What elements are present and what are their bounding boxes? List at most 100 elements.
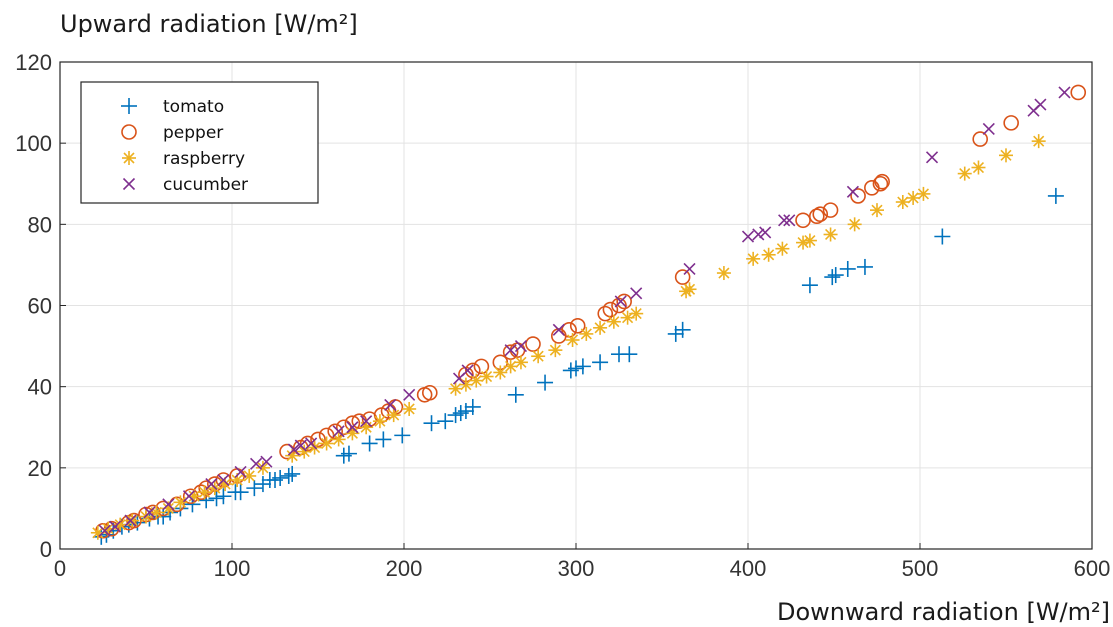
cucumber-point: [162, 498, 175, 511]
pepper-point: [279, 443, 295, 460]
tomato-point: [856, 258, 873, 275]
raspberry-point: [469, 373, 484, 388]
raspberry-point: [402, 401, 417, 416]
tomato-point: [621, 346, 638, 363]
raspberry-point: [372, 414, 387, 429]
legend-marker-cucumber: [122, 177, 136, 191]
cucumber-point: [108, 520, 122, 533]
tomato-point: [537, 374, 554, 391]
cucumber-point: [925, 151, 939, 164]
x-tick-label: 200: [386, 556, 423, 581]
raspberry-point: [957, 166, 972, 181]
cucumber-point: [683, 262, 696, 276]
cucumber-point: [752, 228, 765, 241]
pepper-point: [502, 344, 519, 360]
legend: tomato pepper raspberry cucumber: [80, 81, 319, 204]
cucumber-point: [287, 443, 300, 456]
raspberry-point: [503, 359, 518, 374]
cucumber-point: [205, 478, 218, 491]
tomato-point: [254, 476, 271, 493]
y-tick-label: 60: [28, 294, 52, 319]
tomato-point: [801, 277, 818, 294]
raspberry-point: [775, 241, 790, 256]
raspberry-point: [971, 160, 986, 175]
pepper-point: [310, 431, 326, 448]
cucumber-point: [1034, 98, 1047, 111]
raspberry-point: [802, 233, 817, 248]
raspberry-point: [331, 432, 346, 447]
legend-marker-raspberry: [122, 151, 136, 165]
tomato-point: [824, 269, 841, 286]
pepper-point: [874, 173, 890, 190]
raspberry-point: [548, 343, 563, 358]
tomato-point: [423, 415, 440, 432]
raspberry-point: [579, 326, 594, 341]
tomato-point: [284, 465, 301, 482]
cucumber-point: [305, 437, 318, 450]
legend-label-cucumber: cucumber: [163, 175, 248, 195]
cucumber-point: [614, 295, 627, 308]
cucumber-point: [778, 214, 791, 227]
raspberry-point: [761, 247, 776, 262]
pepper-point: [611, 297, 627, 314]
cucumber-point: [143, 506, 156, 519]
tomato-point: [375, 431, 392, 448]
raspberry-point: [716, 266, 731, 281]
raspberry-point: [255, 460, 270, 475]
raspberry-point: [493, 365, 508, 380]
cucumber-point: [182, 490, 196, 503]
tomato-point: [437, 413, 454, 430]
cucumber-point: [234, 465, 247, 478]
tomato-point: [457, 403, 474, 420]
legend-label-raspberry: raspberry: [163, 149, 245, 169]
raspberry-point: [531, 349, 546, 364]
tomato-point: [246, 480, 263, 497]
x-tick-label: 500: [902, 556, 939, 581]
data-points: [90, 84, 1087, 545]
raspberry-point: [113, 517, 128, 532]
cucumber-point: [384, 398, 397, 411]
pepper-point: [569, 317, 586, 334]
x-tick-label: 300: [558, 556, 595, 581]
pepper-point: [327, 423, 344, 440]
cucumber-point: [783, 214, 796, 227]
cucumber-point: [217, 473, 230, 487]
pepper-point: [597, 305, 614, 322]
axis-ticks: 0 100 200 300 400 500 600 0 20 40 60 80 100 120: [15, 50, 1110, 581]
raspberry-point: [149, 505, 164, 520]
raspberry-point: [1031, 134, 1046, 149]
raspberry-point: [359, 420, 374, 435]
raspberry-point: [823, 227, 838, 242]
pepper-point: [421, 384, 438, 401]
raspberry-point: [906, 190, 921, 205]
cucumber-point: [294, 439, 307, 452]
pepper-point: [335, 419, 352, 436]
pepper-point: [525, 336, 541, 352]
legend-box: [80, 81, 319, 204]
tomato-point: [232, 484, 249, 501]
pepper-point: [822, 202, 839, 218]
cucumber-point: [741, 230, 755, 243]
tomato-point: [215, 488, 232, 505]
x-tick-label: 600: [1074, 556, 1111, 581]
tomato-point: [568, 360, 584, 377]
pepper-point: [850, 188, 866, 204]
cucumber-point: [504, 344, 517, 357]
raspberry-point: [513, 355, 528, 370]
y-tick-label: 100: [15, 131, 52, 156]
pepper-point: [616, 293, 632, 310]
x-axis-title: Downward radiation [W/m²]: [777, 598, 1110, 626]
raspberry-point: [125, 513, 140, 528]
pepper-point: [602, 301, 619, 318]
raspberry-point: [895, 195, 910, 210]
raspberry-point: [197, 485, 212, 500]
tomato-point: [272, 469, 289, 486]
tomato-point: [674, 321, 691, 338]
tomato-point: [934, 228, 951, 245]
x-tick-label: 100: [214, 556, 251, 581]
tomato-point: [394, 427, 411, 444]
legend-marker-tomato: [121, 98, 137, 114]
x-tick-label: 400: [730, 556, 767, 581]
raspberry-point: [746, 251, 761, 266]
